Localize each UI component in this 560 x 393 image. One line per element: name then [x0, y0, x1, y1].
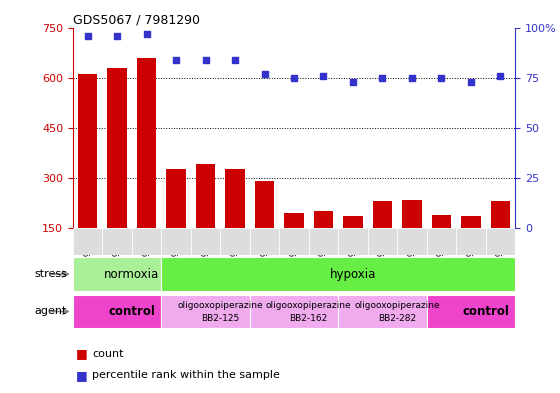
- Bar: [250, 228, 279, 255]
- Bar: [220, 228, 250, 255]
- Text: GDS5067 / 7981290: GDS5067 / 7981290: [73, 13, 200, 26]
- Text: control: control: [108, 305, 155, 318]
- Text: stress: stress: [34, 269, 67, 279]
- Bar: [309, 228, 338, 255]
- Text: BB2-125: BB2-125: [201, 314, 239, 323]
- Bar: [250, 295, 338, 328]
- Bar: [338, 228, 368, 255]
- Bar: [427, 228, 456, 255]
- Point: [231, 57, 240, 63]
- Bar: [196, 164, 215, 228]
- Point: [83, 32, 92, 39]
- Bar: [461, 216, 480, 228]
- Point: [290, 75, 298, 81]
- Bar: [102, 228, 132, 255]
- Point: [378, 75, 387, 81]
- Bar: [403, 200, 422, 228]
- Text: ■: ■: [76, 369, 87, 382]
- Point: [466, 79, 475, 85]
- Bar: [191, 228, 220, 255]
- Text: ■: ■: [76, 347, 87, 360]
- Bar: [368, 228, 397, 255]
- Bar: [373, 201, 392, 228]
- Text: BB2-162: BB2-162: [290, 314, 328, 323]
- Bar: [78, 74, 97, 228]
- Text: oligooxopiperazine: oligooxopiperazine: [178, 301, 263, 310]
- Bar: [226, 169, 245, 228]
- Point: [348, 79, 357, 85]
- Text: control: control: [462, 305, 509, 318]
- Text: percentile rank within the sample: percentile rank within the sample: [92, 370, 280, 380]
- Bar: [456, 228, 486, 255]
- Point: [437, 75, 446, 81]
- Text: hypoxia: hypoxia: [330, 268, 376, 281]
- Point: [408, 75, 417, 81]
- Bar: [491, 201, 510, 228]
- Bar: [73, 257, 161, 291]
- Point: [319, 72, 328, 79]
- Bar: [73, 228, 102, 255]
- Text: BB2-282: BB2-282: [378, 314, 416, 323]
- Bar: [255, 181, 274, 228]
- Bar: [166, 169, 185, 228]
- Bar: [427, 295, 515, 328]
- Bar: [486, 228, 515, 255]
- Bar: [314, 211, 333, 228]
- Bar: [343, 216, 362, 228]
- Bar: [108, 68, 127, 228]
- Point: [260, 70, 269, 77]
- Point: [201, 57, 210, 63]
- Bar: [338, 295, 427, 328]
- Point: [496, 72, 505, 79]
- Point: [142, 30, 151, 37]
- Bar: [397, 228, 427, 255]
- Bar: [161, 257, 515, 291]
- Bar: [279, 228, 309, 255]
- Text: agent: agent: [35, 307, 67, 316]
- Bar: [137, 58, 156, 228]
- Point: [113, 32, 122, 39]
- Text: oligooxopiperazine: oligooxopiperazine: [266, 301, 352, 310]
- Point: [171, 57, 180, 63]
- Text: normoxia: normoxia: [104, 268, 160, 281]
- Bar: [161, 295, 250, 328]
- Bar: [132, 228, 161, 255]
- Text: count: count: [92, 349, 124, 359]
- Text: oligooxopiperazine: oligooxopiperazine: [354, 301, 440, 310]
- Bar: [284, 213, 304, 228]
- Bar: [73, 295, 161, 328]
- Bar: [161, 228, 191, 255]
- Bar: [432, 215, 451, 228]
